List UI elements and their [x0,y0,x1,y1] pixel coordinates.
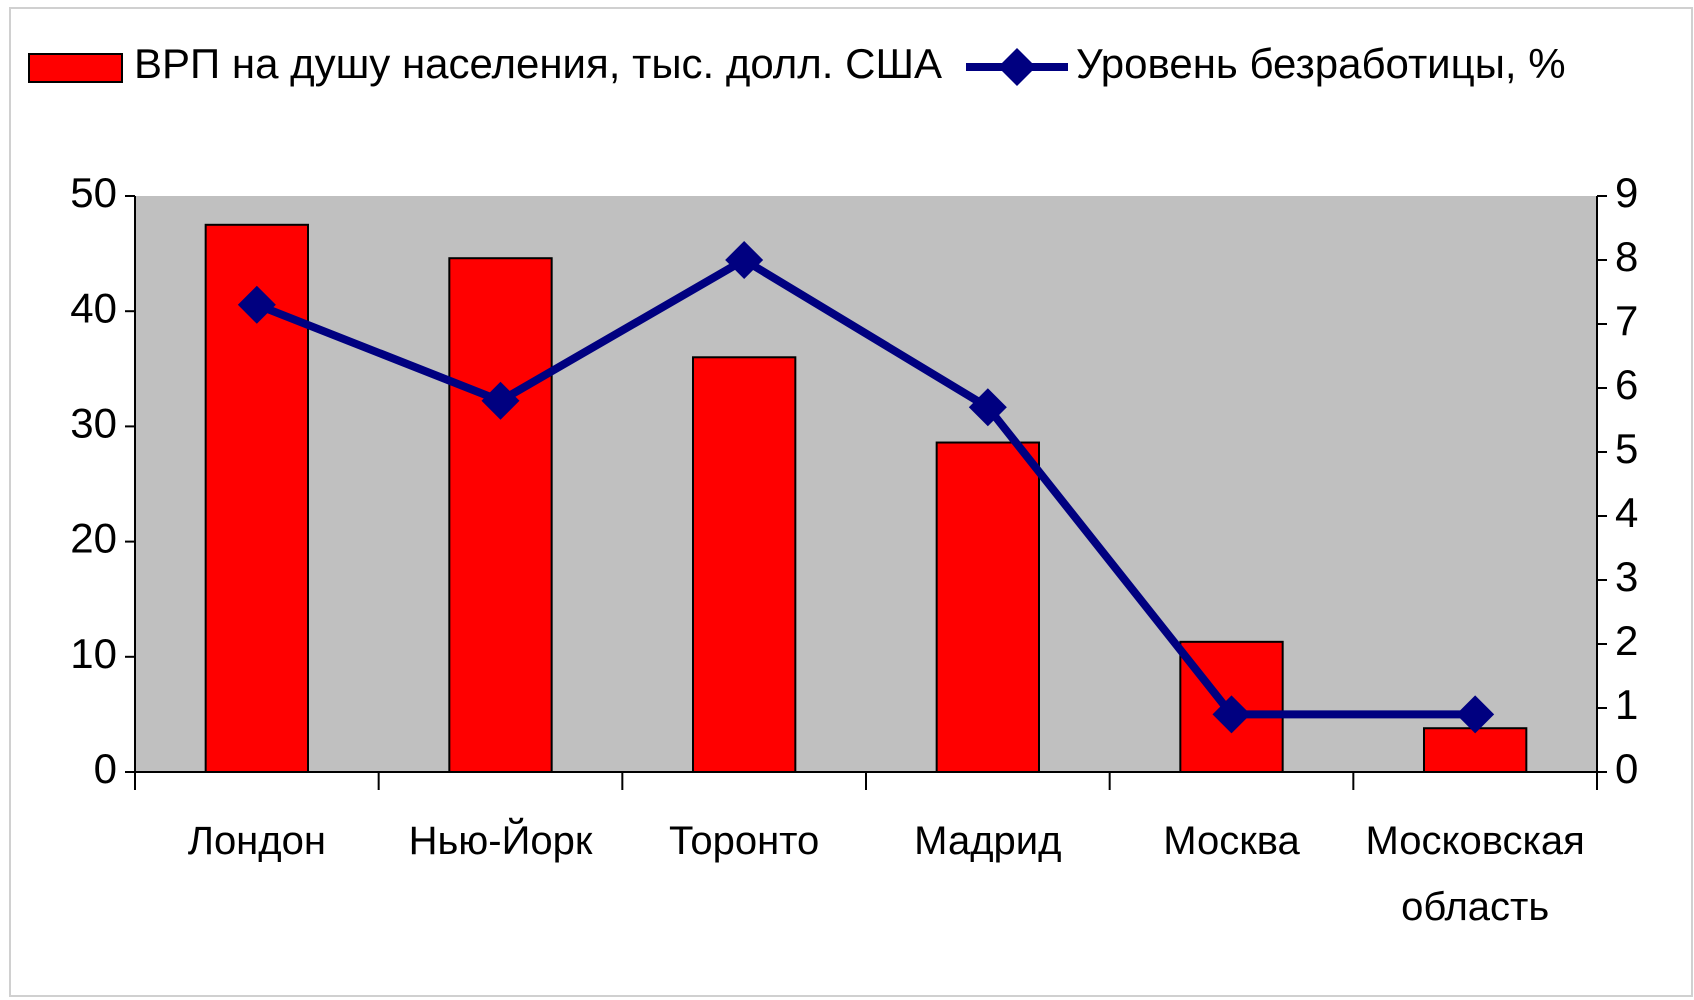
marker [968,388,1007,427]
legend-marker [998,48,1036,86]
x-tick-label: Мадрид [914,819,1062,863]
y2-tick-label: 3 [1615,553,1638,600]
y2-tick-label: 4 [1615,489,1638,536]
line [255,256,1476,719]
y2-tick-label: 9 [1615,169,1638,216]
x-tick-label: Московская область [1365,819,1585,929]
marker [725,241,764,279]
y2-tick-label: 0 [1615,745,1638,792]
marker [1456,695,1495,734]
bar [691,356,797,773]
marker [1212,695,1251,734]
y2-tick-label: 1 [1615,681,1638,728]
y-tick-label: 40 [70,284,117,331]
y-tick-label: 50 [70,169,117,216]
y2-tick-label: 8 [1615,233,1638,280]
bar [1422,727,1528,773]
y2-tick-label: 6 [1615,361,1638,408]
bar [935,441,1041,773]
x-tick-label: Москва [1163,819,1300,863]
y-tick-label: 20 [70,515,117,562]
x-tick-label: Торонто [669,819,820,863]
y2-tick-label: 7 [1615,297,1638,344]
marker [481,381,520,420]
bar [448,257,553,773]
marker [237,285,276,324]
y-tick-label: 30 [70,399,117,446]
legend-label: ВРП на душу населения, тыс. долл. США [134,40,942,87]
x-tick-label: Лондон [187,819,326,863]
y2-tick-label: 5 [1615,425,1638,472]
y-tick-label: 0 [94,745,117,792]
plot-area [135,196,1597,772]
chart-border [9,7,1693,997]
x-tick-label: Нью-Йорк [408,819,593,863]
y-tick-label: 10 [70,630,117,677]
legend-label: Уровень безработицы, % [1076,40,1566,87]
legend-swatch [28,53,123,83]
y2-tick-label: 2 [1615,617,1638,664]
